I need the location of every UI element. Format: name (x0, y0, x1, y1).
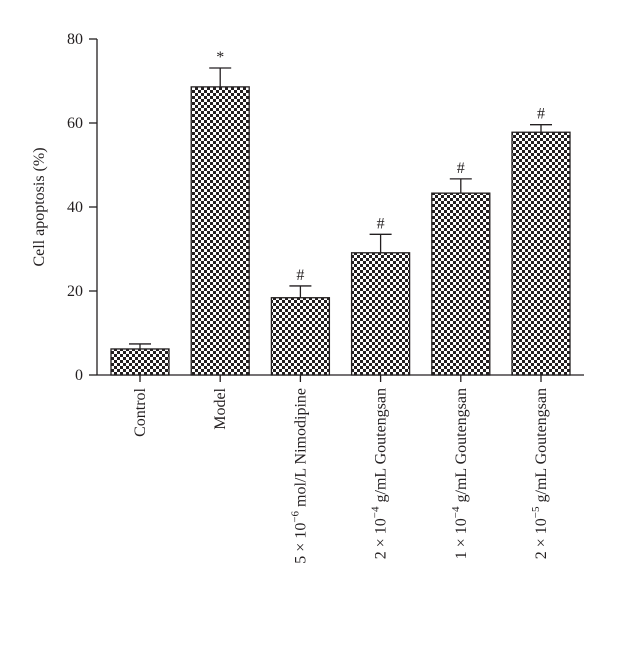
error-bar (449, 178, 472, 194)
y-tick-label: 60 (67, 115, 83, 132)
x-axis (97, 374, 584, 382)
y-axis-label: Cell apoptosis (%) (31, 147, 48, 266)
x-category-label: 2 × 10−5 g/mL Goutengsan (530, 388, 550, 559)
bar (110, 348, 170, 376)
x-category-label: 5 × 10−6 mol/L Nimodipine (289, 388, 309, 564)
bar (431, 192, 491, 376)
category-labels: Control Model 5 × 10−6 mol/L Nimodipine 2 ×… (132, 387, 550, 563)
error-bar (289, 285, 312, 298)
y-tick-label: 0 (75, 367, 83, 384)
error-bar (129, 343, 151, 349)
bar (190, 86, 250, 376)
error-bar (369, 233, 392, 253)
bars (110, 86, 571, 376)
error-bars (129, 67, 552, 349)
error-bar (530, 124, 552, 133)
significance-mark: * (216, 49, 224, 66)
significance-mark: # (457, 160, 465, 177)
x-category-label: Control (132, 387, 149, 436)
x-category-label: Model (212, 387, 229, 429)
y-tick-label: 20 (67, 283, 83, 300)
bar (270, 297, 331, 376)
significance-mark: # (377, 215, 385, 232)
y-tick-label: 40 (67, 199, 83, 216)
x-category-label: 1 × 10−4 g/mL Goutengsan (450, 388, 470, 559)
significance-mark: # (296, 267, 304, 284)
significance-marks: * # # # # (216, 49, 545, 284)
significance-mark: # (537, 106, 545, 123)
error-bar (209, 67, 232, 87)
bar (350, 252, 411, 376)
bar (511, 131, 571, 376)
x-category-label: 2 × 10−4 g/mL Goutengsan (370, 388, 390, 559)
y-axis: 0 20 40 60 80 (67, 31, 98, 384)
y-tick-label: 80 (67, 31, 83, 48)
